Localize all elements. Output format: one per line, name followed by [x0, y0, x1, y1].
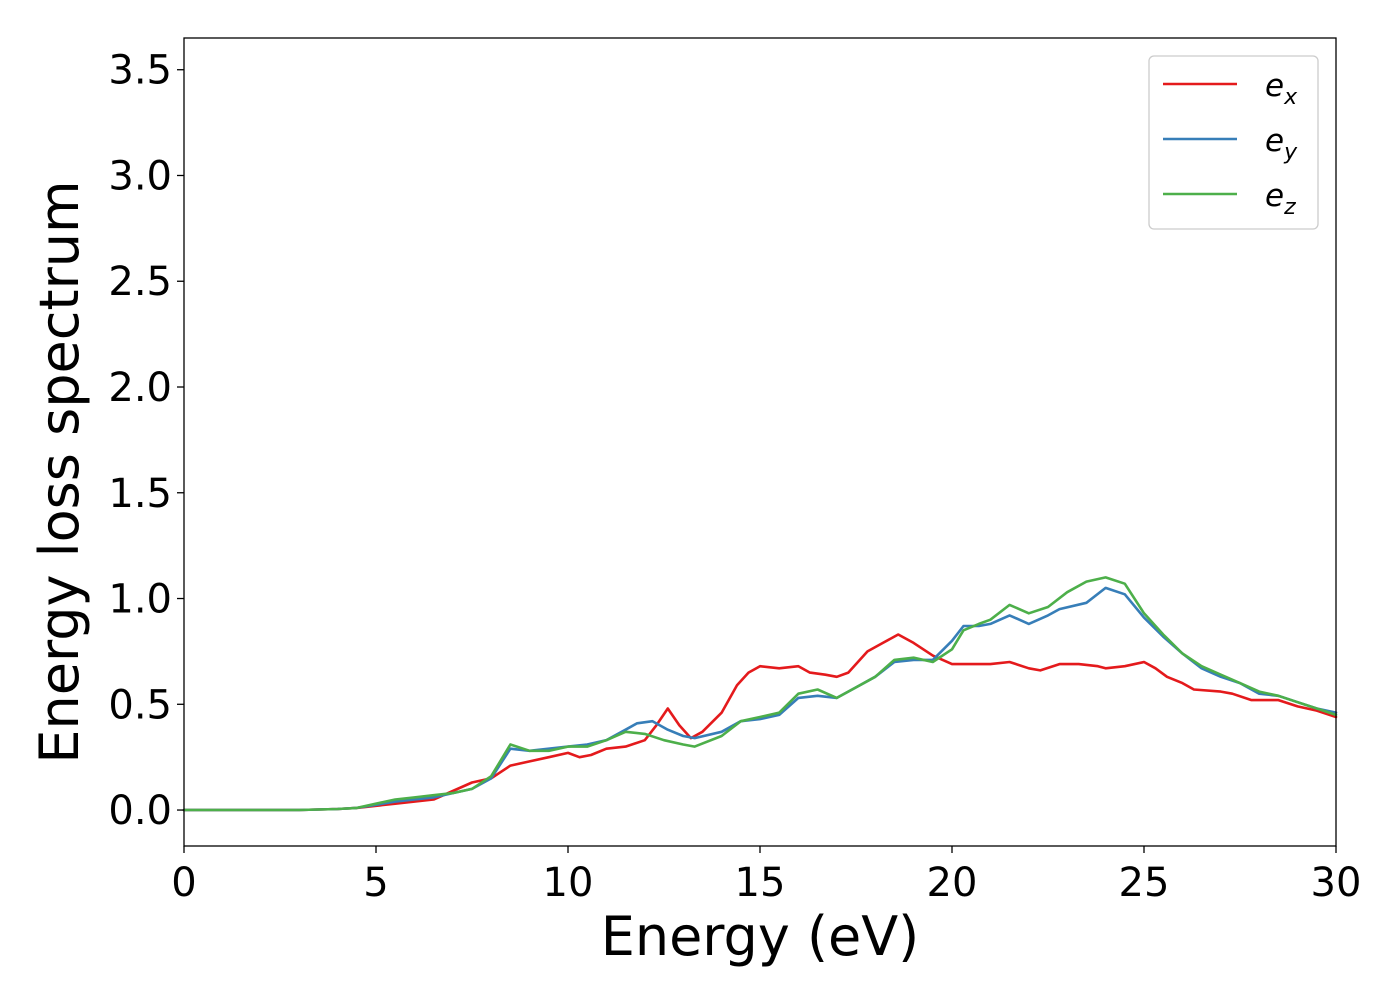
legend-label-z: ez [1265, 178, 1296, 220]
y-tick-label: 3.0 [108, 153, 172, 199]
y-tick-label: 1.0 [108, 577, 172, 623]
x-tick-label: 0 [171, 860, 196, 906]
y-axis-label: Energy loss spectrum [28, 180, 91, 763]
x-tick-label: 10 [543, 860, 594, 906]
legend-label-x: ex [1265, 68, 1298, 110]
legend-label-subscript: y [1283, 140, 1298, 165]
legend-label-main: e [1265, 123, 1284, 159]
legend-label-main: e [1265, 68, 1284, 104]
y-tick-label: 2.0 [108, 365, 172, 411]
series-layer [182, 576, 1338, 812]
x-axis: 0 5 10 15 20 25 30 [171, 846, 1361, 906]
x-tick-label: 30 [1311, 860, 1362, 906]
legend-box [1148, 55, 1319, 230]
x-tick-label: 25 [1119, 860, 1170, 906]
legend-label-main: e [1265, 178, 1284, 214]
y-tick-label: 1.5 [108, 471, 172, 517]
x-tick-label: 5 [363, 860, 388, 906]
y-tick-label: 0.0 [108, 788, 172, 834]
legend-label-y: ey [1265, 123, 1298, 165]
x-tick-label: 20 [927, 860, 978, 906]
series-line-x [182, 633, 1338, 812]
series-line-z [182, 576, 1338, 812]
y-tick-label: 2.5 [108, 259, 172, 305]
y-tick-label: 3.5 [108, 48, 172, 94]
x-tick-label: 15 [735, 860, 786, 906]
legend-label-subscript: x [1283, 85, 1298, 110]
x-axis-label: Energy (eV) [601, 905, 920, 968]
y-tick-label: 0.5 [108, 682, 172, 728]
legend-label-subscript: z [1283, 195, 1296, 220]
y-axis: 0.0 0.5 1.0 1.5 2.0 2.5 3.0 3.5 [108, 48, 184, 834]
